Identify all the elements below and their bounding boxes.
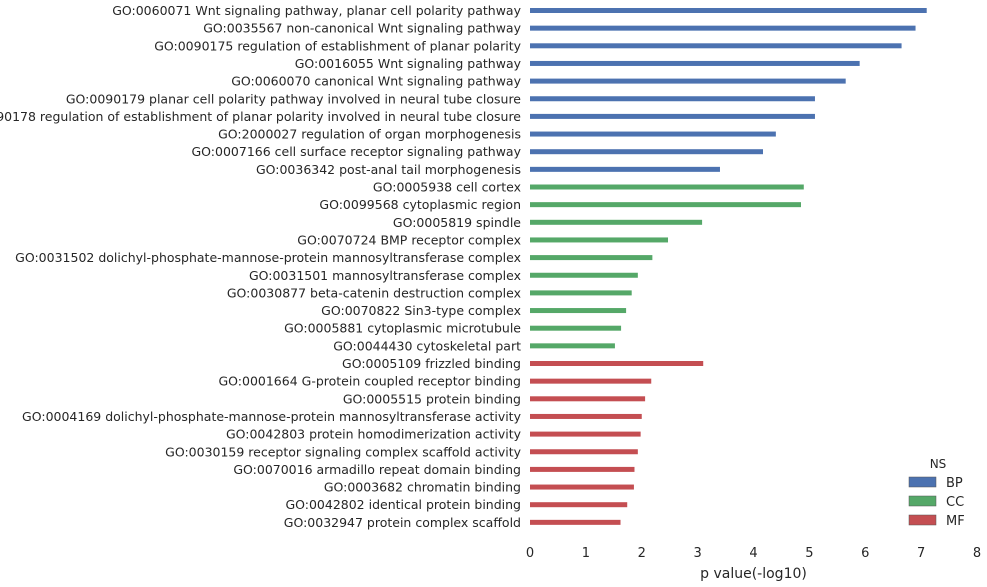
- category-label: GO:0032947 protein complex scaffold: [284, 515, 521, 530]
- bar-bp: [530, 149, 763, 155]
- category-label: GO:0005881 cytoplasmic microtubule: [284, 321, 521, 336]
- category-label: GO:0060070 canonical Wnt signaling pathw…: [231, 74, 521, 89]
- legend-title: NS: [930, 457, 947, 471]
- x-tick-label: 7: [917, 546, 925, 561]
- category-labels: GO:0060071 Wnt signaling pathway, planar…: [0, 3, 522, 530]
- legend-label-bp: BP: [946, 476, 963, 491]
- category-label: GO:0060071 Wnt signaling pathway, planar…: [112, 3, 521, 18]
- x-tick-label: 1: [582, 546, 590, 561]
- legend-swatch-bp: [908, 476, 937, 488]
- bar-bp: [530, 43, 902, 49]
- category-label: GO:0044430 cytoskeletal part: [333, 338, 521, 353]
- category-label: GO:0031501 mannosyltransferase complex: [249, 268, 521, 283]
- category-label: GO:0090179 planar cell polarity pathway …: [66, 91, 521, 106]
- category-label: GO:0070724 BMP receptor complex: [297, 232, 521, 247]
- category-label: GO:0030877 beta-catenin destruction comp…: [227, 285, 521, 300]
- bar-cc: [530, 202, 801, 208]
- legend-swatch-cc: [908, 495, 937, 507]
- bar-mf: [530, 502, 628, 508]
- legend: NS BP CC MF: [908, 457, 965, 529]
- bar-cc: [530, 290, 632, 296]
- category-label: GO:0005109 frizzled binding: [342, 356, 521, 371]
- category-label: GO:0070016 armadillo repeat domain bindi…: [233, 462, 521, 477]
- x-tick-label: 0: [526, 546, 534, 561]
- category-label: GO:0031502 dolichyl-phosphate-mannose-pr…: [15, 250, 521, 265]
- x-tick-label: 8: [973, 546, 981, 561]
- x-tick-label: 6: [861, 546, 869, 561]
- bar-mf: [530, 449, 638, 455]
- legend-label-mf: MF: [946, 514, 965, 529]
- category-label: GO:0004169 dolichyl-phosphate-mannose-pr…: [22, 409, 522, 424]
- bar-mf: [530, 484, 634, 490]
- x-axis-title: p value(-log10): [700, 566, 807, 582]
- x-axis: 0 1 2 3 4 5 6 7 8: [526, 546, 981, 561]
- bar-bp: [530, 78, 846, 84]
- category-label: GO:0090178 regulation of establishment o…: [0, 109, 521, 124]
- bar-cc: [530, 255, 653, 261]
- bar-cc: [530, 272, 638, 278]
- category-label: GO:2000027 regulation of organ morphogen…: [218, 127, 521, 142]
- category-label: GO:0036342 post-anal tail morphogenesis: [256, 162, 521, 177]
- bar-bp: [530, 60, 860, 66]
- category-label: GO:0005515 protein binding: [343, 391, 521, 406]
- category-label: GO:0007166 cell surface receptor signali…: [191, 144, 521, 159]
- bar-bp: [530, 25, 916, 31]
- bar-cc: [530, 325, 622, 331]
- bar-mf: [530, 466, 635, 472]
- category-label: GO:0070822 Sin3-type complex: [321, 303, 521, 318]
- bar-mf: [530, 413, 642, 419]
- bar-bp: [530, 113, 815, 119]
- category-label: GO:0001664 G-protein coupled receptor bi…: [218, 374, 521, 389]
- bar-bp: [530, 131, 776, 137]
- x-tick-label: 2: [638, 546, 646, 561]
- x-tick-label: 4: [749, 546, 757, 561]
- bar-cc: [530, 184, 804, 190]
- category-label: GO:0005819 spindle: [393, 215, 521, 230]
- bars-layer: [530, 8, 927, 525]
- legend-swatch-mf: [908, 514, 937, 526]
- category-label: GO:0042803 protein homodimerization acti…: [226, 427, 522, 442]
- bar-mf: [530, 361, 704, 366]
- bar-cc: [530, 343, 615, 349]
- x-tick-label: 5: [805, 546, 813, 561]
- category-label: GO:0016055 Wnt signaling pathway: [295, 56, 522, 71]
- bar-bp: [530, 8, 927, 13]
- category-label: GO:0099568 cytoplasmic region: [319, 197, 521, 212]
- bar-mf: [530, 431, 641, 437]
- x-tick-label: 3: [693, 546, 701, 561]
- category-label: GO:0042802 identical protein binding: [285, 497, 521, 512]
- bar-mf: [530, 378, 652, 384]
- category-label: GO:0005938 cell cortex: [373, 180, 521, 195]
- bar-mf: [530, 396, 646, 402]
- bar-cc: [530, 219, 703, 225]
- category-label: GO:0090175 regulation of establishment o…: [154, 38, 521, 53]
- category-label: GO:0030159 receptor signaling complex sc…: [165, 444, 521, 459]
- bar-cc: [530, 237, 669, 243]
- bar-bp: [530, 166, 720, 172]
- category-label: GO:0035567 non-canonical Wnt signaling p…: [203, 21, 521, 36]
- bar-cc: [530, 308, 627, 314]
- bar-bp: [530, 96, 815, 102]
- category-label: GO:0003682 chromatin binding: [324, 480, 521, 495]
- legend-label-cc: CC: [946, 495, 964, 510]
- bar-mf: [530, 519, 621, 525]
